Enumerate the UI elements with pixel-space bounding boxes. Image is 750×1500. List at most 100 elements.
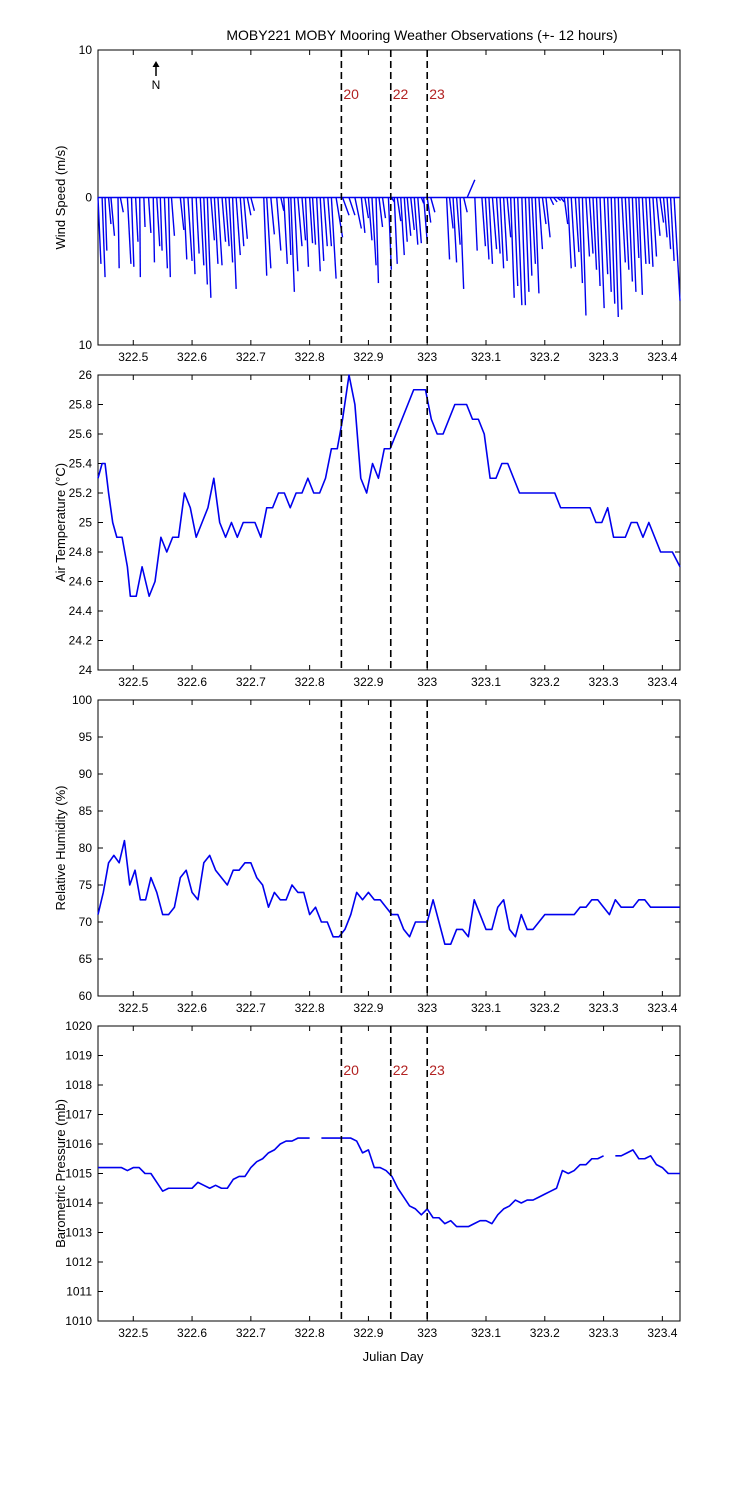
wind-vector	[308, 197, 314, 244]
wind-vector	[101, 197, 106, 278]
wind-vector	[495, 197, 501, 254]
x-tick-label: 322.7	[236, 675, 266, 689]
wind-vector	[283, 197, 288, 264]
wind-vector	[662, 197, 668, 238]
wind-vector	[648, 197, 654, 267]
event-marker-label: 22	[393, 86, 409, 102]
wind-vector	[119, 197, 124, 213]
wind-vector	[509, 197, 515, 298]
x-tick-label: 323.2	[530, 350, 560, 364]
wind-vector	[323, 197, 328, 247]
x-tick-label: 323	[417, 1001, 437, 1015]
wind-vector	[645, 197, 651, 264]
wind-vector	[452, 197, 458, 263]
wind-vector	[231, 197, 237, 289]
x-tick-label: 323.2	[530, 1001, 560, 1015]
wind-vector	[474, 197, 478, 251]
y-tick-label: 0	[85, 191, 92, 205]
wind-vector	[348, 197, 356, 216]
wind-vector	[538, 197, 544, 250]
wind-vector	[246, 197, 252, 216]
wind-vector	[631, 197, 637, 292]
wind-vector	[364, 197, 370, 219]
axes-frame	[97, 374, 681, 671]
x-tick-label: 323.1	[471, 675, 501, 689]
x-tick-label: 322.5	[118, 350, 148, 364]
wind-vector	[603, 197, 609, 275]
x-tick-label: 322.8	[295, 1001, 325, 1015]
wind-vector	[319, 197, 325, 261]
x-tick-label: 323.2	[530, 675, 560, 689]
x-tick-label: 322.6	[177, 350, 207, 364]
y-tick-label: 70	[79, 915, 93, 929]
wind-vector	[163, 197, 169, 269]
panel-3: 60 65 70 75 80 85 90 95 100 322.5 322.6 322.7 322.8 3…	[53, 693, 681, 1015]
wind-vector	[199, 197, 205, 266]
wind-vector	[413, 197, 419, 245]
y-axis-label: Relative Humidity (%)	[53, 786, 68, 911]
wind-vector	[652, 197, 658, 257]
wind-vector	[614, 197, 619, 317]
wind-vector	[659, 197, 665, 223]
wind-vector	[293, 197, 299, 272]
wind-vector	[224, 197, 230, 247]
wind-vector	[638, 197, 644, 295]
y-tick-label: 26	[79, 368, 93, 382]
wind-vector	[378, 197, 384, 228]
wind-vector	[521, 197, 527, 306]
wind-vector	[549, 197, 555, 206]
wind-vector	[360, 197, 366, 233]
wind-vector	[97, 197, 102, 264]
wind-vector	[203, 197, 209, 285]
y-tick-label: 90	[79, 767, 93, 781]
wind-vector	[287, 197, 292, 256]
wind-vector	[170, 197, 176, 236]
y-tick-label: 10	[79, 43, 93, 57]
wind-vector	[217, 197, 223, 266]
wind-vector	[304, 197, 310, 267]
wind-vector	[250, 197, 256, 211]
y-tick-label: 1012	[65, 1255, 92, 1269]
wind-vector	[488, 197, 494, 264]
wind-vector	[484, 197, 490, 260]
x-tick-label: 322.8	[295, 350, 325, 364]
y-tick-label: 1015	[65, 1167, 92, 1181]
y-tick-label: 10	[79, 338, 93, 352]
x-tick-label: 322.8	[295, 1326, 325, 1340]
y-tick-label: 24.2	[69, 634, 93, 648]
axes-frame	[97, 699, 681, 997]
x-tick-label: 323.3	[589, 1001, 619, 1015]
y-axis-label: Air Temperature (°C)	[53, 463, 68, 582]
wind-vector	[524, 197, 530, 292]
north-label: N	[152, 78, 161, 92]
wind-vector	[381, 197, 387, 219]
y-tick-label: 1010	[65, 1314, 92, 1328]
wind-vector	[581, 197, 587, 316]
wind-vector	[403, 197, 408, 242]
wind-vector	[183, 197, 188, 260]
wind-vector	[588, 197, 594, 254]
wind-vector	[455, 197, 461, 245]
wind-vector	[311, 197, 317, 245]
x-tick-label: 322.9	[353, 1001, 383, 1015]
panel-2: 24 24.2 24.4 24.6 24.8 25 25.2 25.4 25.6 25.8 26 32…	[53, 368, 681, 689]
wind-vector	[459, 197, 465, 289]
wind-vector	[417, 197, 423, 244]
y-tick-label: 24.8	[69, 545, 93, 559]
wind-vector	[167, 197, 172, 278]
wind-vector	[159, 197, 163, 251]
wind-vector	[243, 197, 249, 239]
wind-vector	[541, 197, 547, 225]
wind-vector	[191, 197, 196, 275]
x-tick-label: 323.2	[530, 1326, 560, 1340]
wind-vector	[117, 197, 120, 269]
wind-vector	[673, 197, 681, 301]
wind-vector	[179, 197, 185, 231]
wind-vector	[499, 197, 505, 269]
wind-vector	[655, 197, 661, 236]
wind-vector	[534, 197, 540, 294]
x-tick-label: 323.3	[589, 675, 619, 689]
wind-vector	[206, 197, 212, 298]
wind-vector	[400, 197, 405, 256]
wind-vector	[139, 197, 142, 278]
